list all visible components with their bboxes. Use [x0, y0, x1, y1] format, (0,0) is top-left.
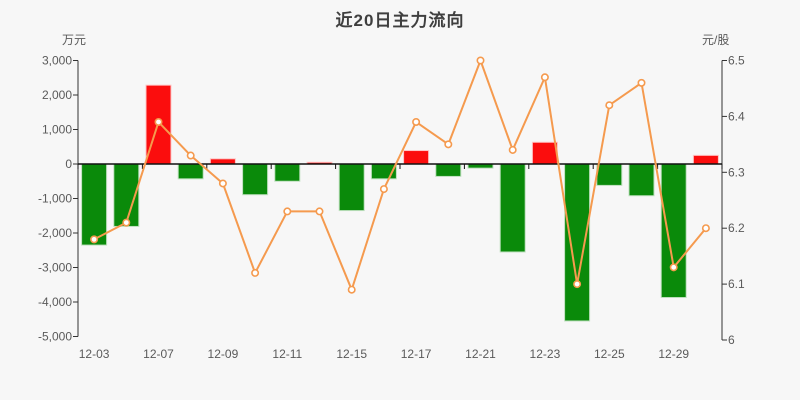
- x-axis-label-12-15: 12-15: [336, 347, 367, 361]
- price-point-12-15[interactable]: [347, 285, 356, 294]
- left-axis-tick-label: 3,000: [42, 54, 72, 68]
- price-point-12-14[interactable]: [315, 207, 324, 216]
- right-axis-tick-label: 6.2: [728, 221, 745, 235]
- price-point-12-23[interactable]: [540, 73, 549, 82]
- price-point-12-30[interactable]: [701, 224, 710, 233]
- right-axis-tick-label: 6.1: [728, 277, 745, 291]
- left-axis-unit-label: 万元: [62, 33, 87, 47]
- price-point-12-09[interactable]: [218, 179, 227, 188]
- left-axis-tick-label: -2,000: [38, 226, 72, 240]
- price-point-12-07[interactable]: [154, 117, 163, 126]
- price-line: [93, 59, 707, 291]
- x-axis-label-12-11: 12-11: [272, 347, 302, 361]
- flow-bar-12-10[interactable]: [242, 163, 269, 196]
- right-axis-tick-label: 6: [728, 333, 735, 347]
- left-axis-tick-label: -4,000: [38, 295, 72, 309]
- right-axis-tick-label: 6.3: [728, 165, 745, 179]
- flow-bar-12-22[interactable]: [499, 163, 526, 253]
- left-axis-tick-label: -3,000: [38, 261, 72, 275]
- left-axis-tick-label: 1,000: [42, 123, 72, 137]
- price-point-12-18[interactable]: [444, 140, 453, 149]
- flow-bar-12-15[interactable]: [338, 163, 365, 212]
- flow-bar-12-23[interactable]: [531, 141, 558, 165]
- x-axis-label-12-17: 12-17: [401, 347, 432, 361]
- price-point-12-25[interactable]: [605, 101, 614, 110]
- price-point-12-11[interactable]: [283, 207, 292, 216]
- x-axis-label-12-21: 12-21: [465, 347, 496, 361]
- price-point-12-16[interactable]: [379, 185, 388, 194]
- left-axis-tick-label: -5,000: [38, 330, 72, 344]
- price-point-12-03[interactable]: [90, 235, 99, 244]
- flow-bar-12-17[interactable]: [403, 150, 430, 165]
- x-axis-label-12-09: 12-09: [208, 347, 239, 361]
- flow-bar-12-30[interactable]: [692, 154, 719, 165]
- flow-bar-12-29[interactable]: [660, 163, 687, 299]
- chart-title: 近20日主力流向: [335, 11, 465, 30]
- price-point-12-21[interactable]: [476, 56, 485, 65]
- price-point-12-29[interactable]: [669, 263, 678, 272]
- price-point-12-17[interactable]: [412, 117, 421, 126]
- price-point-12-10[interactable]: [251, 268, 260, 277]
- price-point-12-24[interactable]: [573, 280, 582, 289]
- right-axis-unit-label: 元/股: [702, 33, 730, 47]
- price-point-12-04[interactable]: [122, 218, 131, 227]
- x-axis-label-12-29: 12-29: [658, 347, 689, 361]
- left-axis-tick-label: -1,000: [38, 192, 72, 206]
- x-axis-label-12-25: 12-25: [594, 347, 625, 361]
- price-point-12-28[interactable]: [637, 78, 646, 87]
- x-axis-label-12-03: 12-03: [79, 347, 110, 361]
- right-axis-tick-label: 6.5: [728, 54, 745, 68]
- left-axis-tick-label: 0: [65, 157, 72, 171]
- left-axis-tick-label: 2,000: [42, 88, 72, 102]
- flow-bar-12-11[interactable]: [274, 163, 301, 182]
- right-axis-tick-label: 6.4: [728, 109, 745, 123]
- flow-bar-12-08[interactable]: [177, 163, 204, 180]
- price-point-12-22[interactable]: [508, 145, 517, 154]
- flow-bar-12-24[interactable]: [564, 163, 591, 322]
- flow-bar-12-03[interactable]: [81, 163, 108, 246]
- price-point-12-08[interactable]: [186, 151, 195, 160]
- flow-bar-12-25[interactable]: [596, 163, 623, 186]
- x-axis-label-12-23: 12-23: [530, 347, 561, 361]
- flow-bar-12-18[interactable]: [435, 163, 462, 177]
- x-axis-label-12-07: 12-07: [143, 347, 174, 361]
- flow-bar-12-28[interactable]: [628, 163, 655, 197]
